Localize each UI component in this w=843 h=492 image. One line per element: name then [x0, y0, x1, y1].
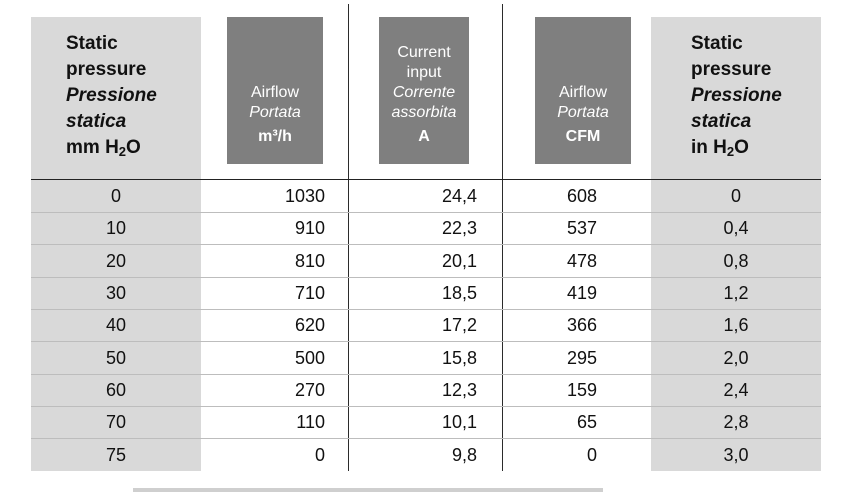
cell-static-in: 2,4	[723, 380, 749, 400]
table-row: 10 910 22,3 537 0,4	[31, 212, 821, 244]
cell-airflow-m3h: 810	[294, 251, 325, 271]
header-unit: m³/h	[258, 128, 292, 145]
cell-static-in: 0	[730, 186, 741, 206]
cell-airflow-cfm: 537	[566, 218, 597, 238]
row-separator	[31, 212, 821, 213]
cell-airflow-m3h: 710	[294, 283, 325, 303]
table-row: 50 500 15,8 295 2,0	[31, 342, 821, 374]
cell-static-in: 3,0	[723, 445, 749, 465]
cell-current: 10,1	[441, 412, 477, 432]
cell-airflow-cfm: 608	[566, 186, 597, 206]
cell-current: 24,4	[441, 186, 477, 206]
header-unit: mm H2O	[66, 137, 141, 159]
cell-airflow-m3h: 0	[314, 445, 325, 465]
table-row: 75 0 9,8 0 3,0	[31, 439, 821, 471]
header-it-line2: statica	[66, 111, 127, 132]
cell-static-in: 2,8	[723, 412, 749, 432]
header-en: Airflow	[558, 84, 607, 101]
cell-static-mm: 75	[105, 445, 127, 465]
header-en-line1: Static	[691, 33, 743, 54]
header-it-line2: assorbita	[391, 104, 457, 121]
cell-airflow-cfm: 65	[576, 412, 597, 432]
cell-airflow-cfm: 478	[566, 251, 597, 271]
cell-static-mm: 60	[105, 380, 127, 400]
cell-static-mm: 30	[105, 283, 127, 303]
cell-static-mm: 20	[105, 251, 127, 271]
header-static-pressure-mm: Static pressure Pressione statica mm H2O	[66, 31, 157, 161]
cell-airflow-m3h: 270	[294, 380, 325, 400]
bottom-divider	[133, 488, 603, 492]
table-row: 0 1030 24,4 608 0	[31, 180, 821, 212]
cell-airflow-m3h: 1030	[284, 186, 325, 206]
header-it: Portata	[249, 104, 301, 121]
row-separator	[31, 438, 821, 439]
table-row: 30 710 18,5 419 1,2	[31, 277, 821, 309]
cell-static-in: 0,4	[723, 218, 749, 238]
header-en-line1: Current	[397, 44, 451, 61]
table-row: 70 110 10,1 65 2,8	[31, 406, 821, 438]
cell-static-in: 1,2	[723, 283, 749, 303]
row-separator	[31, 277, 821, 278]
cell-static-mm: 70	[105, 412, 127, 432]
row-separator	[31, 406, 821, 407]
cell-static-mm: 40	[105, 315, 127, 335]
cell-airflow-m3h: 500	[294, 348, 325, 368]
cell-current: 15,8	[441, 348, 477, 368]
header-en-line2: pressure	[691, 59, 772, 80]
row-separator	[31, 244, 821, 245]
cell-static-mm: 10	[105, 218, 127, 238]
cell-airflow-m3h: 620	[294, 315, 325, 335]
table-row: 40 620 17,2 366 1,6	[31, 309, 821, 341]
cell-airflow-m3h: 110	[296, 412, 325, 432]
cell-airflow-m3h: 910	[294, 218, 325, 238]
header-it-line1: Corrente	[392, 84, 456, 101]
cell-current: 18,5	[441, 283, 477, 303]
header-airflow-cfm: Airflow Portata CFM	[535, 17, 631, 164]
header-unit: A	[418, 128, 430, 145]
row-separator	[31, 374, 821, 375]
cell-current: 20,1	[441, 251, 477, 271]
header-current-input: Current input Corrente assorbita A	[379, 17, 469, 164]
cell-airflow-cfm: 159	[566, 380, 597, 400]
header-it: Portata	[557, 104, 609, 121]
cell-current: 22,3	[441, 218, 477, 238]
header-en-line1: Static	[66, 33, 118, 54]
header-it-line1: Pressione	[66, 85, 157, 106]
column-divider	[502, 4, 503, 471]
cell-current: 12,3	[441, 380, 477, 400]
table-row: 60 270 12,3 159 2,4	[31, 374, 821, 406]
header-it-line1: Pressione	[691, 85, 782, 106]
header-separator	[31, 179, 821, 180]
header-en: Airflow	[250, 84, 299, 101]
cell-static-in: 1,6	[723, 315, 749, 335]
row-separator	[31, 309, 821, 310]
header-en-line2: input	[406, 64, 442, 81]
cell-static-mm: 0	[110, 186, 121, 206]
cell-static-mm: 50	[105, 348, 127, 368]
cell-airflow-cfm: 0	[586, 445, 597, 465]
cell-current: 9,8	[451, 445, 477, 465]
cell-airflow-cfm: 419	[566, 283, 597, 303]
cell-static-in: 2,0	[723, 348, 749, 368]
header-static-pressure-in: Static pressure Pressione statica in H2O	[691, 31, 782, 161]
header-airflow-m3h: Airflow Portata m³/h	[227, 17, 323, 164]
header-it-line2: statica	[691, 111, 752, 132]
table-row: 20 810 20,1 478 0,8	[31, 245, 821, 277]
cell-current: 17,2	[441, 315, 477, 335]
header-en-line2: pressure	[66, 59, 147, 80]
row-separator	[31, 341, 821, 342]
column-divider	[348, 4, 349, 471]
header-unit: in H2O	[691, 137, 749, 159]
cell-airflow-cfm: 366	[566, 315, 597, 335]
header-unit: CFM	[565, 128, 601, 145]
cell-static-in: 0,8	[723, 251, 749, 271]
cell-airflow-cfm: 295	[566, 348, 597, 368]
